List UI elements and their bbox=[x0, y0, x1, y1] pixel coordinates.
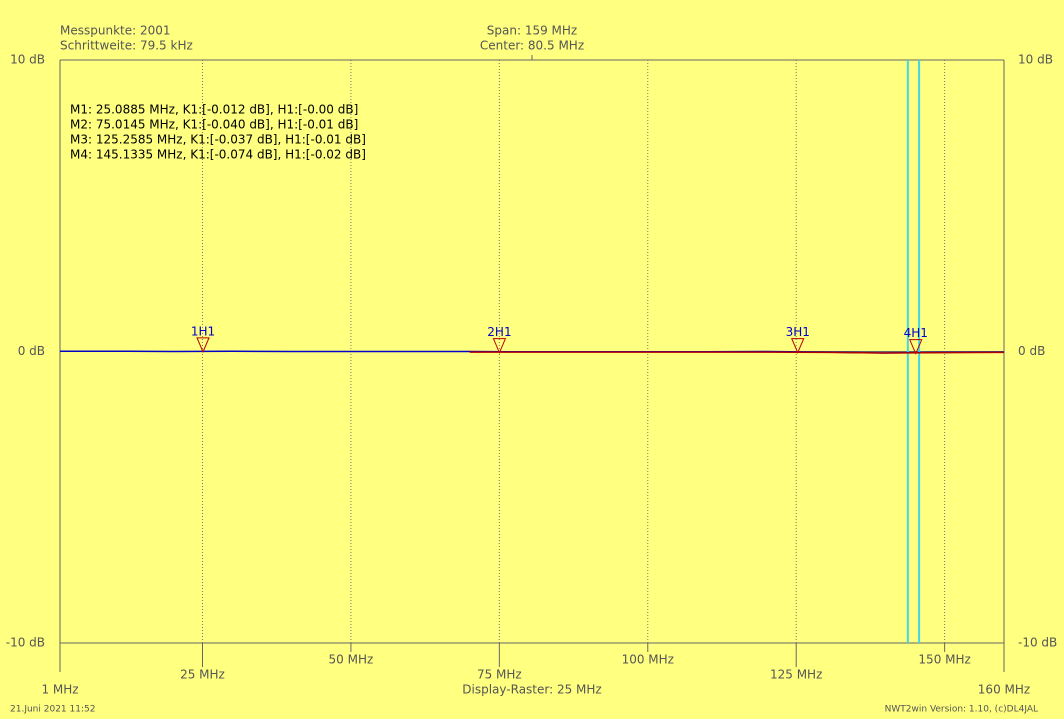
info-left: Schrittweite: 79.5 kHz bbox=[60, 39, 193, 53]
footer-version: NWT2win Version: 1.10, (c)DL4JAL bbox=[885, 705, 1038, 715]
x-tick-label: 125 MHz bbox=[770, 668, 822, 682]
x-tick-label: 75 MHz bbox=[477, 668, 522, 682]
info-left: Messpunkte: 2001 bbox=[60, 24, 171, 38]
y-tick-label-right: 0 dB bbox=[1018, 344, 1045, 358]
x-tick-label: 25 MHz bbox=[180, 668, 225, 682]
x-tick-label: 150 MHz bbox=[918, 653, 970, 667]
marker-readout: M3: 125.2585 MHz, K1:[-0.037 dB], H1:[-0… bbox=[70, 133, 366, 147]
marker-readout: M2: 75.0145 MHz, K1:[-0.040 dB], H1:[-0.… bbox=[70, 118, 358, 132]
y-tick-label-right: -10 dB bbox=[1018, 636, 1057, 650]
marker bbox=[492, 338, 507, 354]
marker-label: 2H1 bbox=[487, 325, 511, 339]
marker bbox=[790, 338, 805, 354]
x-axis-label: Display-Raster: 25 MHz bbox=[462, 683, 601, 697]
x-tick-label: 100 MHz bbox=[622, 653, 674, 667]
info-center: Center: 80.5 MHz bbox=[480, 39, 584, 53]
marker-readout: M4: 145.1335 MHz, K1:[-0.074 dB], H1:[-0… bbox=[70, 148, 366, 162]
y-tick-label: 0 dB bbox=[18, 344, 45, 358]
marker-label: 4H1 bbox=[904, 326, 928, 340]
info-center: Span: 159 MHz bbox=[487, 24, 577, 38]
marker-readout: M1: 25.0885 MHz, K1:[-0.012 dB], H1:[-0.… bbox=[70, 103, 358, 117]
trace bbox=[469, 351, 1005, 354]
marker-label: 1H1 bbox=[191, 324, 215, 338]
x-tick-label: 1 MHz bbox=[41, 683, 78, 697]
x-tick-label: 50 MHz bbox=[329, 653, 374, 667]
marker-label: 3H1 bbox=[786, 325, 810, 339]
marker bbox=[196, 337, 210, 354]
x-tick-label: 160 MHz bbox=[978, 683, 1030, 697]
y-tick-label: 10 dB bbox=[10, 53, 45, 67]
y-tick-label-right: 10 dB bbox=[1018, 53, 1053, 67]
y-tick-label: -10 dB bbox=[6, 636, 45, 650]
footer-date: 21.Juni 2021 11:52 bbox=[10, 705, 95, 715]
marker bbox=[908, 339, 923, 355]
